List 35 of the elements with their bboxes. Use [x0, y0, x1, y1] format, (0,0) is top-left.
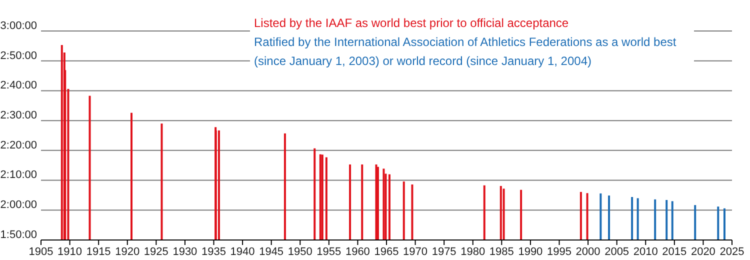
y-tick-label: 2:20:00 — [0, 139, 37, 152]
x-tick-label: 1965 — [374, 246, 399, 258]
x-tick-label: 1920 — [115, 246, 140, 258]
x-tick-label: 1910 — [58, 246, 82, 258]
x-tick-label: 1945 — [259, 246, 284, 258]
x-tick-label: 2000 — [576, 246, 600, 258]
text: Listed by the IAAF as world best prior to official acceptance — [254, 15, 570, 32]
x-tick-label: 1990 — [518, 246, 543, 258]
y-tick-label: 2:50:00 — [0, 50, 37, 62]
x-tick-label: 1960 — [345, 246, 370, 258]
y-tick-label: 1:50:00 — [0, 228, 37, 241]
x-tick-label: 1905 — [28, 246, 54, 258]
x-tick-label: 1915 — [86, 246, 111, 258]
y-tick-label: 2:10:00 — [0, 169, 37, 182]
x-tick-label: 1970 — [403, 246, 428, 258]
y-tick-label: 2:30:00 — [0, 109, 37, 122]
x-tick-label: 2005 — [604, 246, 630, 258]
x-tick-label: 1935 — [202, 246, 226, 258]
x-tick-label: 1950 — [288, 246, 312, 258]
x-tick-label: 1980 — [460, 246, 486, 258]
y-tick-label: 2:40:00 — [0, 80, 37, 92]
text: Ratified by the International Association of Athletics Federations as a world best (since January 1, 2003) or world record (since January 1, 2004) — [254, 34, 678, 70]
x-tick-label: 1940 — [230, 246, 255, 258]
x-tick-label: 1930 — [172, 246, 198, 258]
y-tick-label: 2:00:00 — [0, 199, 37, 212]
x-tick-label: 1995 — [547, 246, 572, 258]
x-tick-label: 2020 — [690, 246, 716, 258]
x-tick-label: 2010 — [633, 246, 658, 258]
x-tick-label: 1925 — [144, 246, 168, 258]
x-tick-label: 2015 — [662, 246, 687, 258]
x-tick-label: 2025 — [720, 246, 744, 258]
x-tick-label: 1975 — [432, 246, 456, 258]
x-tick-label: 1955 — [316, 246, 342, 258]
x-tick-label: 1985 — [489, 246, 514, 258]
y-tick-label: 3:00:00 — [0, 20, 37, 32]
